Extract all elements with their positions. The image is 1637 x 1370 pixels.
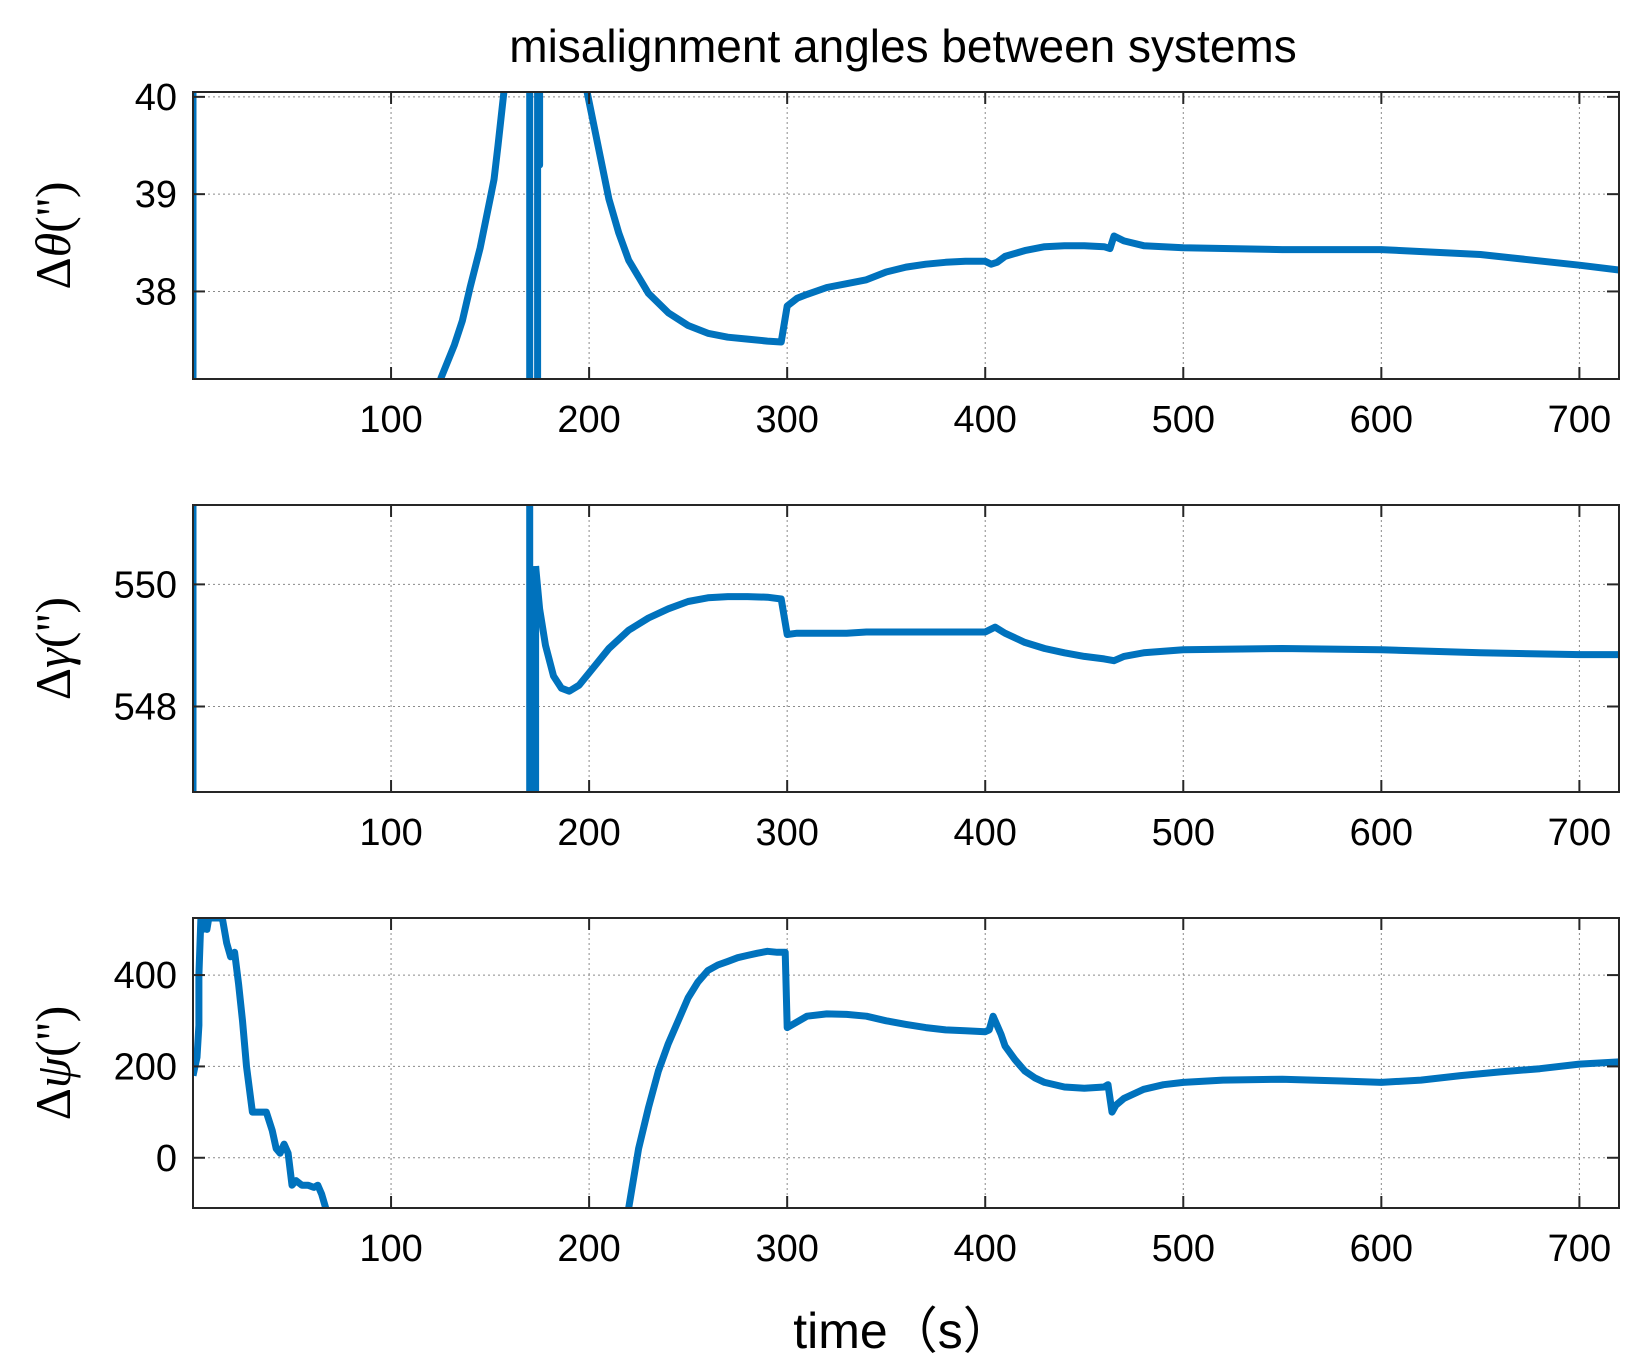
x-tick-label: 700: [1548, 399, 1611, 441]
y-tick-label: 550: [114, 564, 177, 606]
x-tick-label: 100: [359, 812, 422, 854]
x-tick-label: 100: [359, 399, 422, 441]
y-axis-label: Δγ(''): [25, 597, 81, 700]
subplot-2: 100 200 300 400 500 600 700 548 550 Δγ(''): [25, 504, 1620, 854]
x-tick-label: 400: [954, 812, 1017, 854]
y-label-symbol: γ: [25, 647, 81, 668]
axes-box: [192, 91, 1620, 380]
y-label-unit: (''): [25, 181, 81, 232]
series-line-psi-early: [193, 918, 330, 1208]
x-tick-label: 400: [954, 399, 1017, 441]
y-label-unit: (''): [25, 1006, 81, 1057]
y-tick-label: 38: [135, 271, 177, 313]
y-axis-label: Δθ(''): [25, 181, 81, 289]
y-label-unit: (''): [25, 597, 81, 648]
series-line-theta-main: [583, 92, 1619, 346]
series-line-theta-rise: [437, 92, 508, 379]
series-line-gamma-main: [532, 565, 1619, 695]
y-tick-label: 40: [135, 77, 177, 119]
x-tick-label: 300: [755, 812, 818, 854]
chart-title: misalignment angles between systems: [509, 20, 1296, 72]
x-tick-label: 500: [1152, 1228, 1215, 1270]
subplot-1: 100 200 300 400 500 600 700 38 39 40 Δθ(''): [25, 77, 1620, 441]
x-tick-label: 200: [557, 1228, 620, 1270]
y-tick-label: 400: [114, 955, 177, 997]
x-tick-label: 700: [1548, 812, 1611, 854]
x-tick-label: 700: [1548, 1228, 1611, 1270]
y-axis-label: Δψ(''): [25, 1006, 81, 1121]
y-label-symbol: θ: [25, 233, 81, 258]
y-tick-label: 548: [114, 687, 177, 729]
x-tick-label: 600: [1350, 1228, 1413, 1270]
x-tick-label: 100: [359, 1228, 422, 1270]
x-tick-label: 200: [557, 399, 620, 441]
x-tick-label: 300: [755, 1228, 818, 1270]
y-tick-label: 39: [135, 174, 177, 216]
subplot-3: 100 200 300 400 500 600 700 0 200 400 Δψ(''): [25, 917, 1620, 1270]
series-line-theta-spike-175: [534, 92, 544, 379]
y-label-prefix: Δ: [25, 1088, 81, 1120]
axes-box: [192, 504, 1620, 793]
series-group: [193, 92, 1619, 379]
y-label-symbol: ψ: [25, 1056, 81, 1088]
x-axis-label: time（s）: [793, 1303, 1012, 1359]
series-group: [193, 918, 1619, 1208]
x-tick-label: 300: [755, 399, 818, 441]
x-tick-label: 200: [557, 812, 620, 854]
y-tick-label: 0: [156, 1138, 177, 1180]
x-tick-label: 500: [1152, 399, 1215, 441]
series-group: [193, 505, 1619, 792]
x-tick-label: 500: [1152, 812, 1215, 854]
y-label-prefix: Δ: [25, 668, 81, 700]
y-tick-label: 200: [114, 1046, 177, 1088]
series-line-psi-main: [625, 947, 1619, 1208]
x-tick-label: 600: [1350, 399, 1413, 441]
y-label-prefix: Δ: [25, 257, 81, 289]
axes-box: [192, 917, 1620, 1209]
x-tick-label: 400: [954, 1228, 1017, 1270]
x-tick-label: 600: [1350, 812, 1413, 854]
